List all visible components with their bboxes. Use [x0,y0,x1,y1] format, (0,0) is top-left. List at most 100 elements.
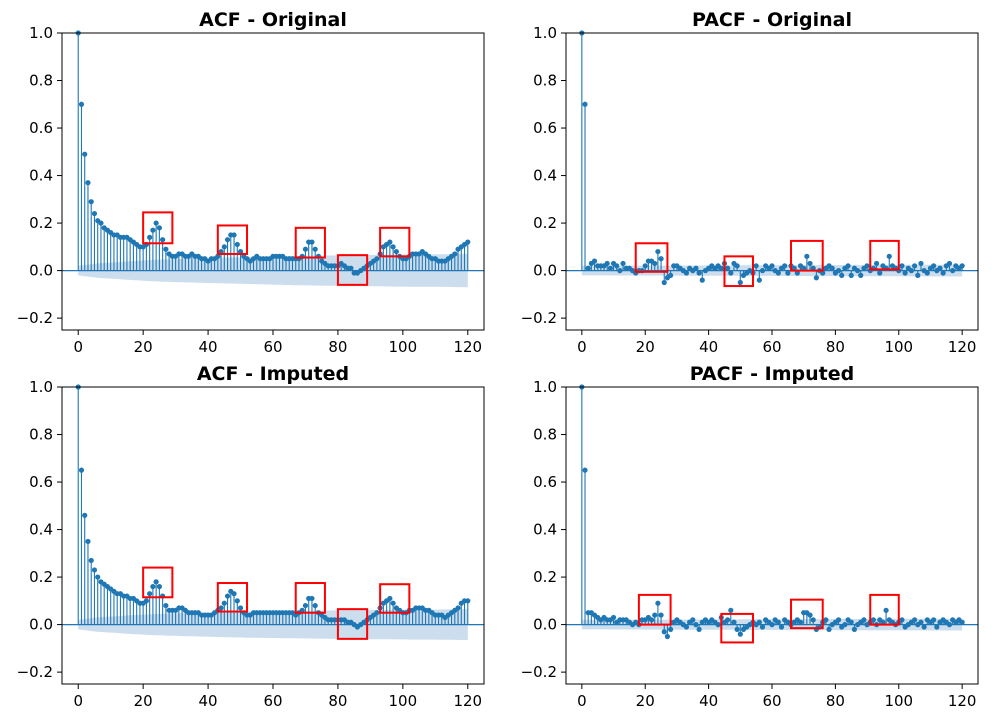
stem-marker [224,593,231,599]
stem-marker [861,617,867,623]
stem-marker [82,151,88,157]
stem-marker [769,263,775,269]
stem-marker [854,268,861,274]
stem-marker [664,633,671,640]
stem-marker [237,605,244,611]
stem-marker [153,220,159,226]
y-tick-label: 0.0 [29,616,53,634]
y-tick-label: 0.6 [29,473,53,491]
axes-frame [565,32,979,331]
y-tick-label: 0.2 [29,214,53,232]
stem-marker [693,265,699,271]
stem-marker [804,253,810,259]
stem-marker [234,241,240,248]
stem-marker [912,263,918,269]
stem-marker [143,598,149,604]
stem-marker [835,617,842,623]
stem-marker [826,626,832,632]
panel-pacf-original: PACF - Original 0 20 40 60 80 100 120 1.0 0.8 0.6… [521,9,979,356]
axes-frame [565,386,979,685]
y-tick-label: 0.6 [29,119,53,137]
y-tick-label: 0.6 [533,119,557,137]
x-tick-label: 120 [948,338,977,356]
stem-marker [899,263,905,269]
stem-marker [683,624,690,630]
stem-marker [78,467,85,473]
stem-marker [851,626,857,632]
stem-marker [950,268,956,274]
stem-marker [931,617,937,623]
stem-marker [756,277,762,283]
stem-marker [610,614,617,621]
stem-marker [393,248,399,255]
stem-marker [667,272,674,278]
stem-marker [937,265,943,271]
highlight-box [336,254,369,286]
y-tick-label: 0.4 [29,521,53,539]
stem-marker [902,270,908,276]
stem-marker [931,263,937,269]
x-tick-label: 0 [577,692,587,710]
y-tick-label: 0.2 [533,214,557,232]
x-tick-label: 60 [263,692,282,710]
stem-marker [465,598,471,604]
stem-marker [880,619,886,625]
stem-marker [309,239,315,245]
x-tick-label: 40 [199,338,218,356]
stem-marker [88,199,94,205]
highlight-box [790,598,824,630]
stem-marker [302,602,309,609]
stem-marker [769,622,775,628]
highlight-box [379,583,411,614]
stem-marker [959,619,965,625]
x-tick-label: 0 [73,692,83,710]
x-tick-label: 20 [134,338,153,356]
stem-marker [237,248,244,255]
x-tick-label: 20 [636,692,655,710]
stem-marker [452,251,458,257]
x-tick-label: 120 [453,692,482,710]
stem-marker [387,239,393,245]
stem-marker [877,270,883,276]
x-tick-label: 80 [328,338,347,356]
x-tick-label: 80 [826,692,845,710]
y-tick-label: 0.2 [29,568,53,586]
stem-marker [959,263,965,269]
stem-marker [661,629,667,635]
stem-marker [778,624,785,630]
stem-marker [756,619,762,625]
x-tick-label: 80 [328,692,347,710]
highlight-box [142,211,174,245]
stem-marker [813,275,819,281]
stem-marker [234,598,240,604]
stem-marker [946,622,953,628]
stem-marker [156,583,162,590]
y-tick-label: 0.8 [29,72,53,90]
stem-marker [782,263,788,269]
stem-marker [150,583,156,590]
stem-marker [582,467,588,473]
stem-marker [150,227,156,233]
panel-title: ACF - Imputed [197,363,349,385]
stem-marker [946,260,953,267]
stem-marker [734,263,740,269]
stem-marker [614,263,620,269]
stem-marker [725,617,731,623]
x-tick-label: 100 [884,692,913,710]
stem-marker [98,220,104,226]
highlight-box [637,593,672,626]
panel-title: ACF - Original [199,9,347,31]
highlight-box [336,608,369,640]
x-tick-label: 100 [389,338,418,356]
stem-marker [88,557,94,564]
stem-marker [731,619,737,625]
stem-marker [829,265,835,271]
stem-marker [839,272,845,278]
x-tick-label: 40 [699,692,718,710]
stem-marker [835,268,842,274]
stem-marker [91,210,98,217]
highlight-box [869,593,900,626]
y-tick-label: 0.4 [533,167,557,185]
y-tick-label: 1.0 [29,378,53,396]
stem-marker [667,626,674,632]
